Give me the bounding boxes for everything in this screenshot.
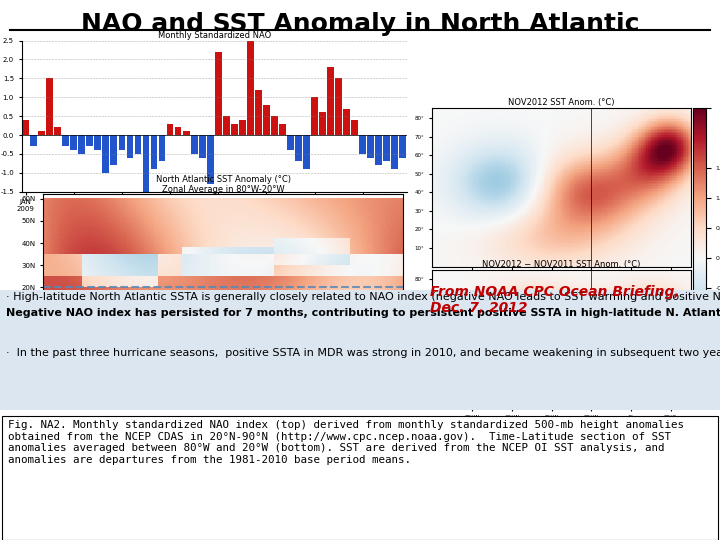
Bar — [279, 124, 286, 135]
Bar — [94, 135, 102, 150]
Bar — [22, 120, 29, 135]
Bar — [63, 135, 69, 146]
FancyBboxPatch shape — [0, 290, 720, 410]
Bar — [247, 40, 253, 135]
Bar — [150, 135, 158, 169]
Bar — [222, 116, 230, 135]
Title: Monthly Standardized NAO: Monthly Standardized NAO — [158, 31, 271, 40]
Bar — [143, 135, 149, 192]
Bar — [319, 112, 326, 135]
Bar — [199, 135, 206, 158]
Bar — [119, 135, 125, 150]
Bar — [351, 120, 358, 135]
Bar — [295, 135, 302, 161]
Bar — [71, 135, 77, 150]
Text: Negative NAO index has persisted for 7 months, contributing to persistent positi: Negative NAO index has persisted for 7 m… — [6, 308, 720, 318]
Bar — [102, 135, 109, 173]
Bar — [38, 131, 45, 135]
Bar — [191, 135, 197, 154]
Bar — [231, 124, 238, 135]
Bar — [239, 120, 246, 135]
Bar — [46, 78, 53, 135]
Text: ·  In the past three hurricane seasons,  positive SSTA in MDR was strong in 2010: · In the past three hurricane seasons, p… — [6, 348, 720, 358]
Bar — [127, 135, 133, 158]
Text: · High-latitude North Atlantic SSTA is generally closely related to NAO index (n: · High-latitude North Atlantic SSTA is g… — [6, 292, 720, 302]
Bar — [327, 67, 334, 135]
Bar — [367, 135, 374, 158]
Bar — [135, 135, 141, 154]
Title: North Atlantic SST Anomaly (°C)
Zonal Average in 80°W-20°W: North Atlantic SST Anomaly (°C) Zonal Av… — [156, 175, 291, 194]
Bar — [86, 135, 93, 146]
Bar — [166, 124, 174, 135]
Bar — [383, 135, 390, 161]
Bar — [207, 135, 214, 184]
Text: Fig. NA2. Monthly standardized NAO index (top) derived from monthly standardized: Fig. NA2. Monthly standardized NAO index… — [8, 420, 684, 465]
Bar — [271, 116, 278, 135]
Bar — [287, 135, 294, 150]
FancyBboxPatch shape — [2, 416, 718, 540]
Bar — [359, 135, 366, 154]
Bar — [392, 135, 398, 169]
Bar — [255, 90, 262, 135]
Bar — [215, 52, 222, 135]
Text: From NOAA CPC Ocean Briefing,
Dec. 7, 2012: From NOAA CPC Ocean Briefing, Dec. 7, 20… — [430, 285, 680, 315]
Text: NAO and SST Anomaly in North Atlantic: NAO and SST Anomaly in North Atlantic — [81, 12, 639, 36]
Bar — [263, 105, 270, 135]
Bar — [110, 135, 117, 165]
Bar — [54, 127, 61, 135]
Bar — [175, 127, 181, 135]
Bar — [375, 135, 382, 165]
Bar — [303, 135, 310, 169]
Bar — [78, 135, 85, 154]
Title: NOV2012 − NOV2011 SST Anom. (°C): NOV2012 − NOV2011 SST Anom. (°C) — [482, 260, 641, 269]
Bar — [336, 78, 342, 135]
Bar — [30, 135, 37, 146]
Title: NOV2012 SST Anom. (°C): NOV2012 SST Anom. (°C) — [508, 98, 615, 107]
Bar — [183, 131, 189, 135]
Bar — [343, 109, 350, 135]
Bar — [311, 97, 318, 135]
Bar — [400, 135, 406, 158]
Bar — [158, 135, 166, 161]
